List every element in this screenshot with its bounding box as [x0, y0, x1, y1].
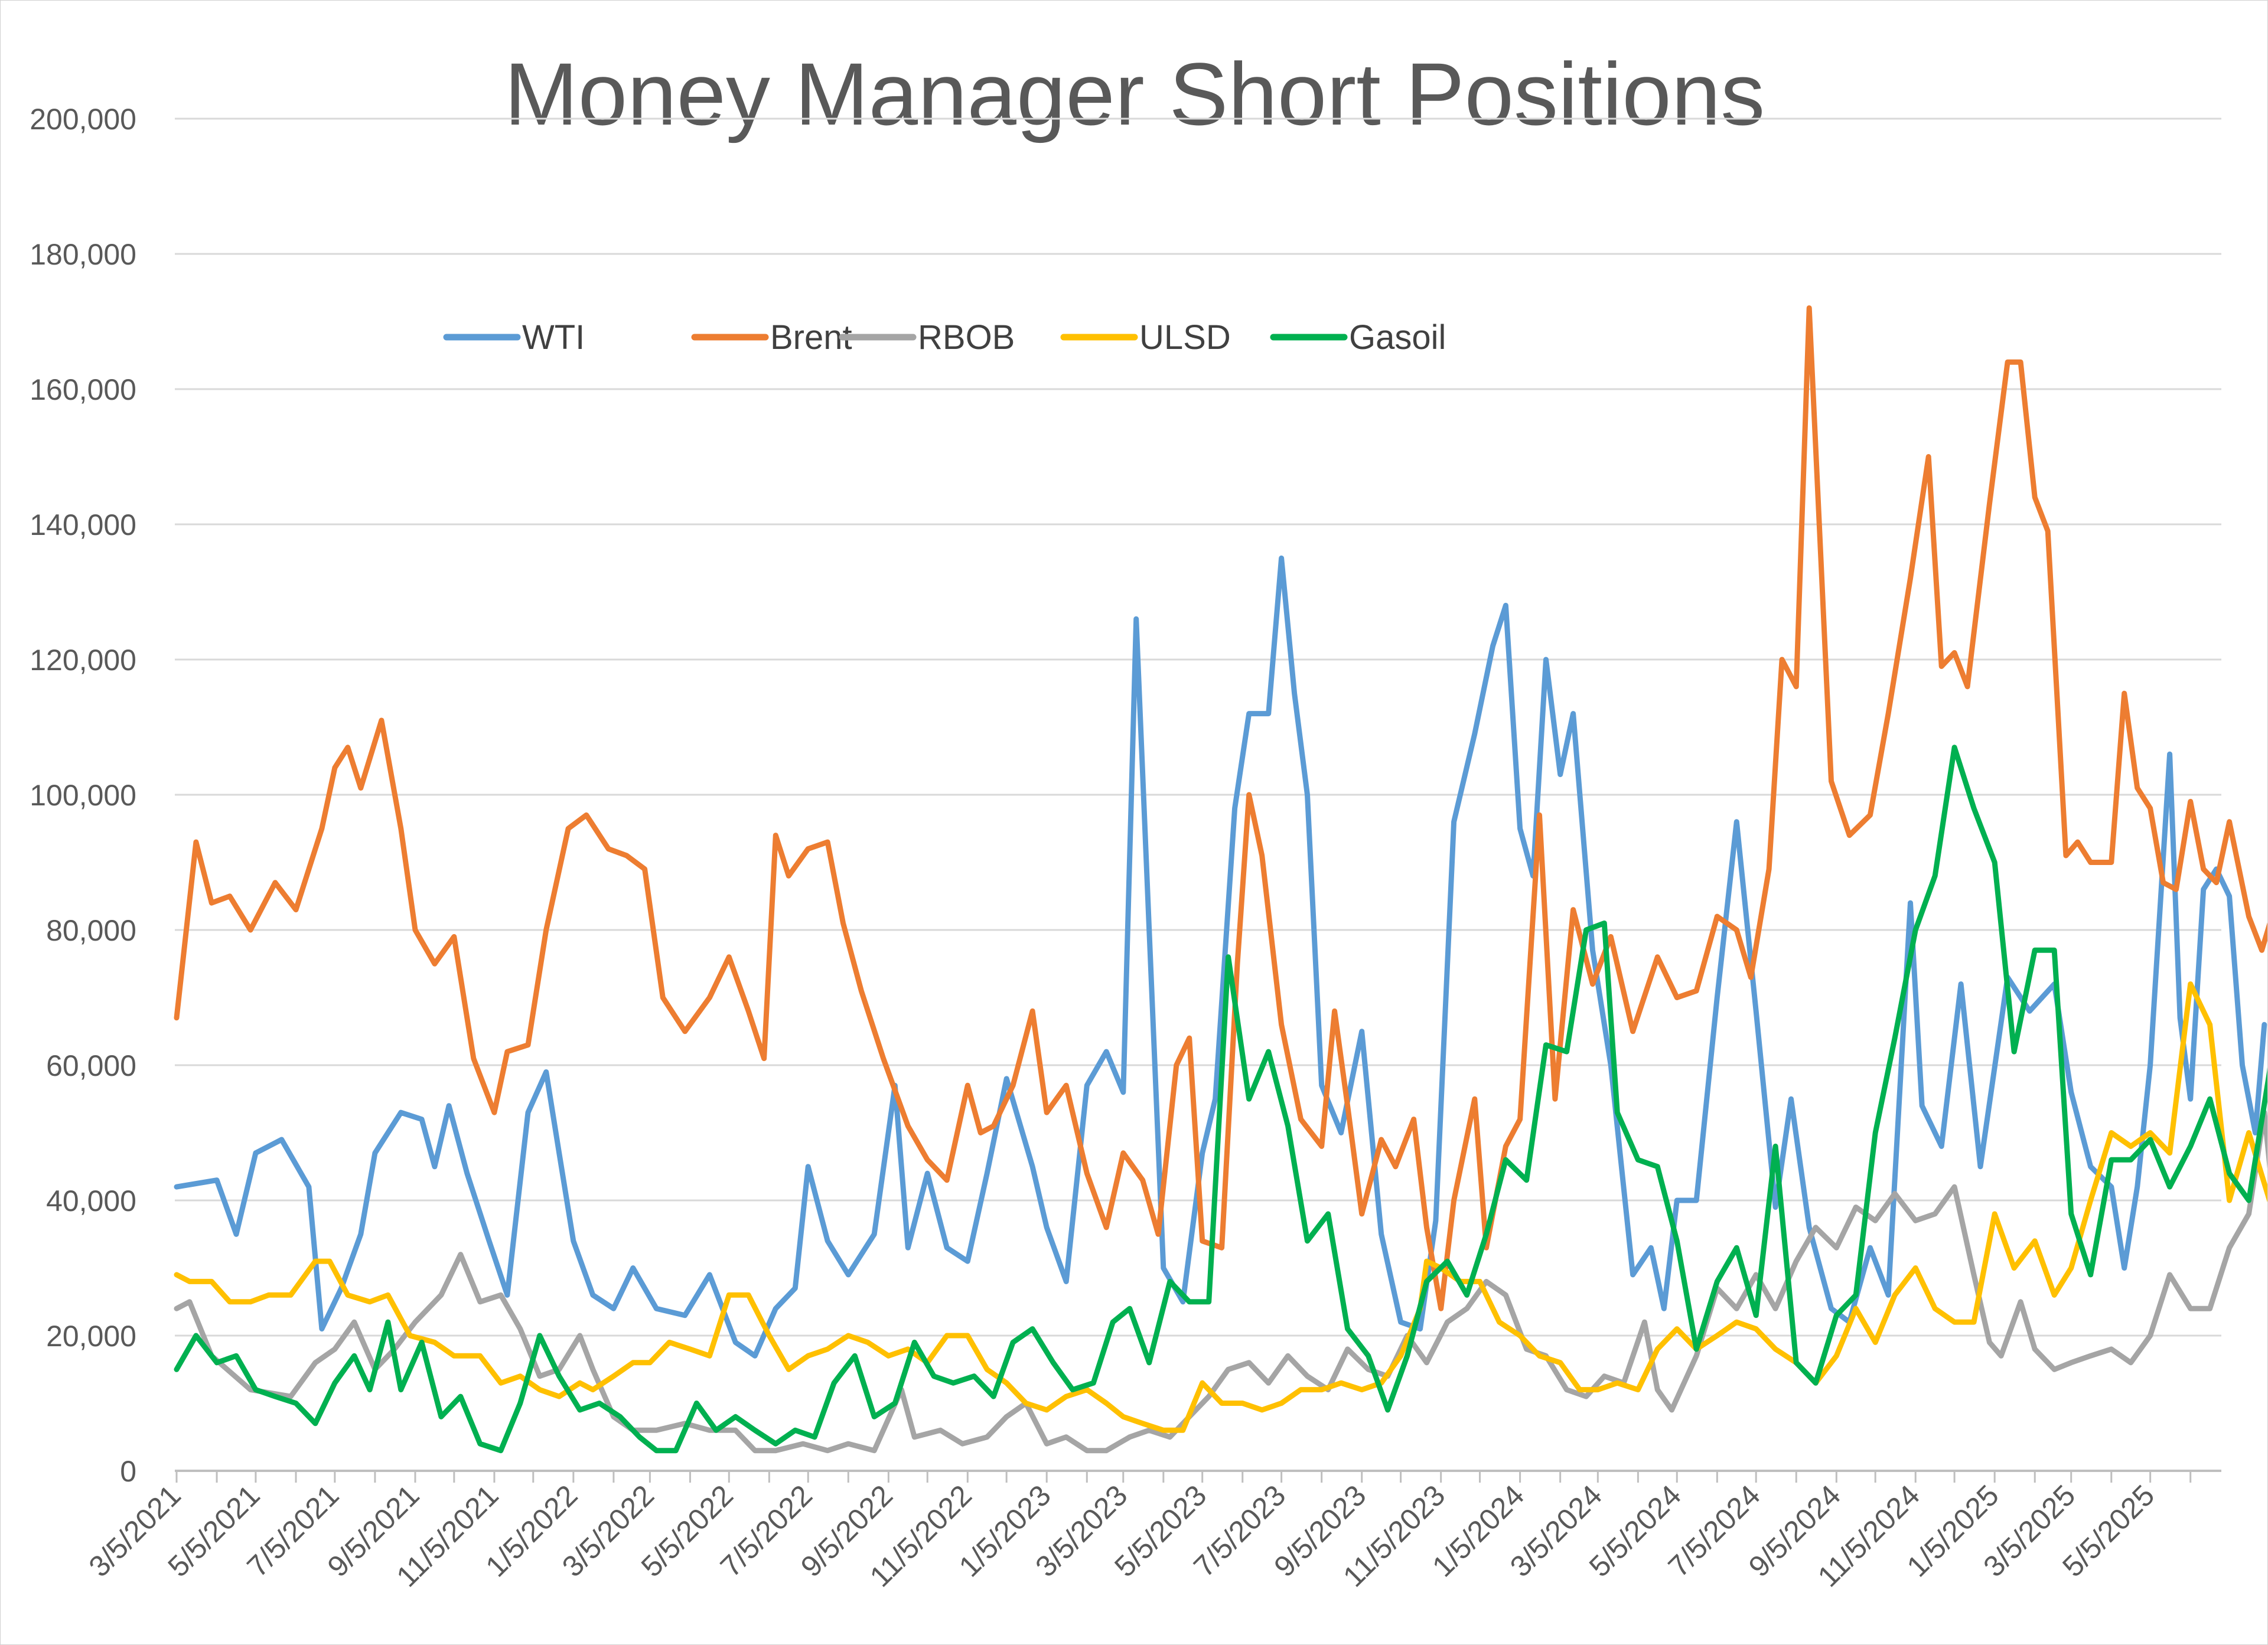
y-tick-label: 40,000 [46, 1184, 136, 1218]
y-tick-label: 120,000 [30, 644, 136, 677]
y-tick-label: 0 [120, 1455, 136, 1488]
y-tick-label: 200,000 [30, 103, 136, 136]
legend: WTI Brent RBOB ULSD Gasoil [443, 318, 1446, 357]
chart-title: Money Manager Short Positions [504, 44, 1765, 143]
y-tick-label: 100,000 [30, 779, 136, 812]
series-line-brent [174, 305, 2267, 1311]
series-line-gasoil [174, 745, 2267, 1454]
y-tick-label: 20,000 [46, 1320, 136, 1353]
legend-label-rbob: RBOB [918, 318, 1015, 357]
series-line-wti [174, 555, 2267, 1359]
y-tick-label: 140,000 [30, 508, 136, 541]
y-tick-label: 160,000 [30, 373, 136, 406]
legend-label-wti: WTI [522, 318, 585, 357]
legend-label-gasoil: Gasoil [1349, 318, 1446, 357]
series-line-rbob [174, 1109, 2267, 1454]
y-tick-label: 180,000 [30, 238, 136, 271]
legend-label-ulsd: ULSD [1139, 318, 1231, 357]
y-tick-label: 80,000 [46, 914, 136, 947]
series-lines [174, 305, 2267, 1454]
legend-label-brent: Brent [770, 318, 852, 357]
y-tick-label: 60,000 [46, 1049, 136, 1082]
